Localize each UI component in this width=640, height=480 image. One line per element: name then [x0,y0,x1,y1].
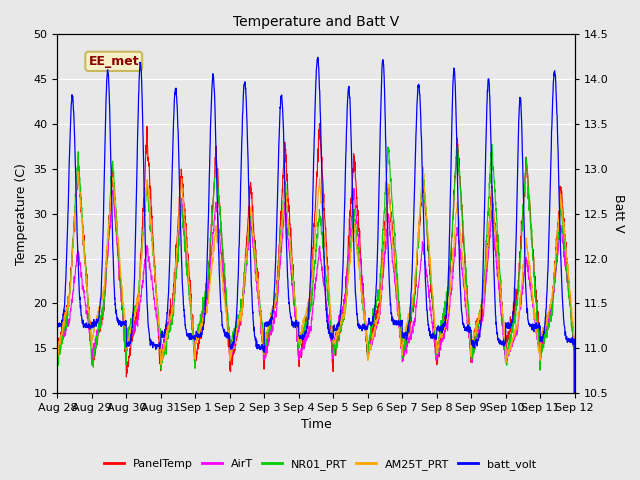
Text: EE_met: EE_met [88,55,139,68]
Legend: PanelTemp, AirT, NR01_PRT, AM25T_PRT, batt_volt: PanelTemp, AirT, NR01_PRT, AM25T_PRT, ba… [100,455,540,474]
Title: Temperature and Batt V: Temperature and Batt V [233,15,399,29]
Y-axis label: Temperature (C): Temperature (C) [15,163,28,264]
X-axis label: Time: Time [301,419,332,432]
Y-axis label: Batt V: Batt V [612,194,625,233]
